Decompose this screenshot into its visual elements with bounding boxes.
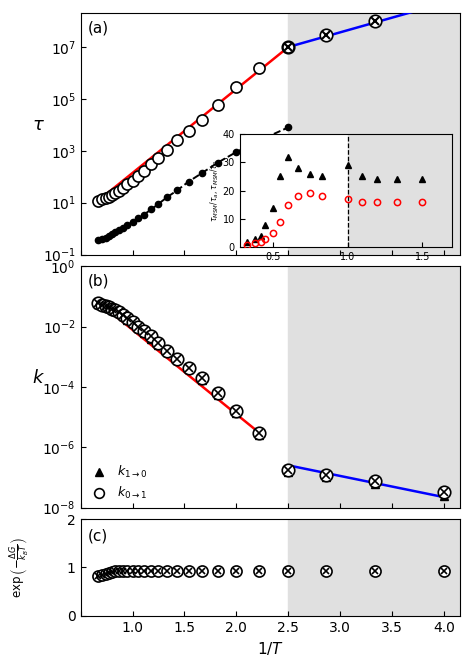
Y-axis label: $\tau$: $\tau$ [32,116,46,134]
X-axis label: $1/T$: $1/T$ [256,640,284,657]
Text: (a): (a) [88,21,109,36]
Text: (c): (c) [88,529,109,544]
Bar [288,519,460,616]
Legend: $k_{1\rightarrow 0}$, $k_{0\rightarrow 1}$: $k_{1\rightarrow 0}$, $k_{0\rightarrow 1… [87,464,147,501]
Bar [288,13,460,255]
Bar [288,266,460,508]
Y-axis label: $k$: $k$ [32,369,46,387]
Y-axis label: $\exp\left(-\frac{\Delta G}{k_B T}\right)$: $\exp\left(-\frac{\Delta G}{k_B T}\right… [8,537,31,598]
Text: (b): (b) [88,273,109,289]
